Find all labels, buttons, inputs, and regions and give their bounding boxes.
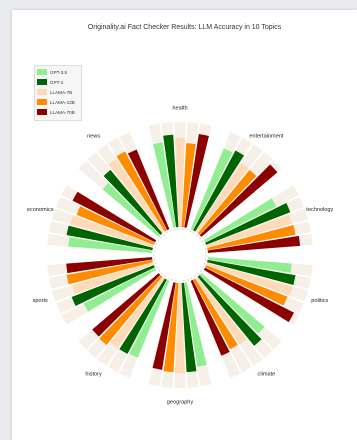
bar-news-LLAMA-70B: [127, 149, 170, 231]
bar-economics-LLAMA-70B: [72, 191, 157, 243]
bar-climate-GPT-3.5: [199, 273, 265, 334]
bar-technology-LLAMA-7B: [206, 214, 292, 248]
bar-history-LLAMA-7B: [110, 276, 165, 349]
category-label-politics: politics: [311, 298, 328, 304]
bar-politics-LLAMA-70B: [203, 267, 294, 323]
legend-label: LLAMA-7B: [50, 89, 73, 95]
legend-swatch: [37, 109, 47, 115]
bar-history-GPT-3.5: [129, 279, 170, 358]
bar-news-GPT-3.5: [102, 183, 161, 237]
bar-news-LLAMA-13B: [116, 151, 167, 232]
bar-entertainment-LLAMA-7B: [195, 162, 249, 234]
bar-sports-LLAMA-7B: [72, 262, 154, 295]
bar-sports-LLAMA-70B: [66, 257, 153, 274]
legend-item: GPT-3.5: [37, 67, 79, 77]
chart-title: Originality.ai Fact Checker Results: LLM…: [87, 24, 282, 31]
bar-history-LLAMA-13B: [99, 275, 163, 346]
bar-economics-GPT-4: [66, 225, 153, 251]
bar-sports-LLAMA-13B: [66, 259, 153, 285]
bar-sports-GPT-3.5: [83, 267, 157, 312]
category-label-history: history: [85, 371, 102, 377]
bar-geography-GPT-3.5: [184, 282, 207, 367]
category-label-news: news: [87, 134, 100, 140]
legend-label: LLAMA-70B: [50, 109, 75, 115]
bar-climate-LLAMA-70B: [190, 279, 230, 356]
category-label-sports: sports: [33, 298, 48, 304]
legend-label: GPT-3.5: [50, 69, 68, 75]
bar-technology-LLAMA-70B: [207, 235, 301, 253]
bar-health-GPT-3.5: [153, 142, 176, 228]
chart-card: Originality.ai Fact Checker Results: LLM…: [12, 10, 357, 440]
bar-geography-LLAMA-13B: [163, 282, 179, 373]
bar-news-GPT-4: [103, 169, 163, 235]
bar-geography-LLAMA-70B: [152, 282, 176, 370]
bar-politics-LLAMA-7B: [206, 262, 293, 296]
inner-ring: [153, 228, 207, 282]
bar-climate-GPT-4: [197, 275, 262, 346]
bar-history-GPT-4: [119, 278, 167, 354]
bar-entertainment-LLAMA-13B: [197, 169, 257, 235]
bar-technology-LLAMA-13B: [207, 225, 296, 251]
bar-health-LLAMA-7B: [175, 137, 185, 228]
bar-history-LLAMA-70B: [92, 273, 161, 337]
bar-technology-GPT-4: [205, 203, 291, 245]
bar-news-LLAMA-7B: [108, 159, 165, 234]
bar-economics-GPT-3.5: [68, 237, 153, 253]
legend-label: LLAMA-13B: [50, 99, 75, 105]
bar-geography-LLAMA-7B: [175, 282, 185, 374]
bar-geography-GPT-4: [181, 282, 197, 373]
chart-legend: GPT-3.5 GPT-4 LLAMA-7B LLAMA-13B LLAMA-70B: [34, 65, 82, 121]
legend-item: GPT-4: [37, 77, 79, 87]
category-label-economics: economics: [27, 207, 54, 213]
bar-health-GPT-4: [163, 134, 179, 228]
legend-item: LLAMA-13B: [37, 97, 79, 107]
radial-bar-chart: health entertainment technology politics cli…: [27, 105, 334, 405]
category-label-health: health: [172, 105, 187, 111]
legend-swatch: [37, 99, 47, 105]
bar-health-LLAMA-13B: [181, 143, 196, 228]
legend-label: GPT-4: [50, 79, 64, 85]
bar-health-LLAMA-70B: [184, 133, 209, 228]
legend-swatch: [37, 69, 47, 75]
bar-economics-LLAMA-7B: [70, 215, 154, 248]
category-label-geography: geography: [167, 399, 194, 405]
bar-entertainment-GPT-3.5: [190, 148, 233, 231]
bar-technology-GPT-3.5: [203, 198, 277, 243]
bar-entertainment-GPT-4: [193, 150, 245, 232]
bar-politics-GPT-4: [207, 259, 296, 285]
legend-swatch: [37, 89, 47, 95]
bar-climate-LLAMA-7B: [195, 276, 247, 345]
legend-item: LLAMA-7B: [37, 87, 79, 97]
category-label-entertainment: entertainment: [249, 134, 284, 140]
bar-politics-LLAMA-13B: [205, 265, 288, 306]
bar-entertainment-LLAMA-70B: [199, 164, 278, 237]
bar-sports-GPT-4: [71, 265, 155, 307]
bar-politics-GPT-3.5: [207, 257, 292, 273]
bar-climate-LLAMA-13B: [193, 278, 238, 350]
category-label-technology: technology: [306, 207, 333, 213]
category-label-climate: climate: [258, 371, 276, 377]
legend-item: LLAMA-70B: [37, 107, 79, 117]
legend-swatch: [37, 79, 47, 85]
bar-economics-LLAMA-13B: [76, 206, 155, 245]
